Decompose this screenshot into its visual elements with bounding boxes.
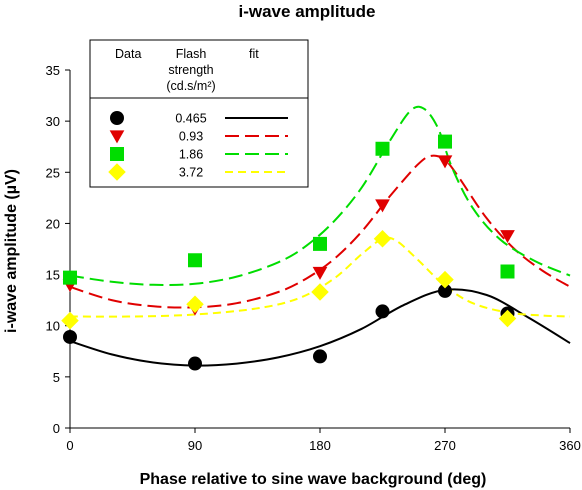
- legend-label-0.465: 0.465: [175, 112, 206, 126]
- data-point-1.86: [500, 264, 515, 279]
- data-point-0.465: [313, 349, 327, 364]
- data-point-1.86: [375, 141, 390, 156]
- legend-header-fit: fit: [249, 47, 259, 61]
- data-point-1.86: [313, 236, 327, 251]
- data-points: [61, 134, 517, 371]
- data-point-3.72: [311, 283, 329, 301]
- y-tick-label: 25: [46, 165, 60, 180]
- legend-header-flash-line3: (cd.s/m²): [166, 79, 215, 93]
- legend-marker-0.93: [109, 130, 125, 144]
- data-point-1.86: [188, 253, 202, 268]
- data-point-0.93: [312, 266, 328, 280]
- fit-curve-0.465: [69, 288, 571, 367]
- x-tick-label: 270: [434, 438, 456, 453]
- x-tick-label: 180: [309, 438, 331, 453]
- data-point-3.72: [373, 230, 392, 248]
- y-tick-label: 0: [53, 421, 60, 436]
- legend-header-flash-line1: Flash: [176, 47, 207, 61]
- fit-curve-1.86: [69, 105, 571, 286]
- legend-marker-0.465: [110, 111, 124, 125]
- data-point-0.93: [500, 230, 515, 244]
- plot-area: 0 90 180 270 360 0 5 10 15 20 25 30 35: [46, 63, 581, 453]
- x-tick-label: 360: [559, 438, 581, 453]
- data-point-3.72: [61, 311, 79, 330]
- data-point-0.465: [63, 329, 77, 344]
- data-point-0.465: [375, 304, 390, 319]
- data-point-1.86: [63, 270, 77, 285]
- x-axis-title: Phase relative to sine wave background (…: [140, 471, 487, 488]
- x-tick-label: 90: [188, 438, 202, 453]
- data-point-0.465: [188, 356, 202, 371]
- y-tick-label: 10: [46, 319, 60, 334]
- y-axis-title: i-wave amplitude (µV): [3, 169, 20, 333]
- legend-header-flash-line2: strength: [168, 63, 213, 77]
- legend-marker-3.72: [108, 163, 126, 181]
- legend-rows: 0.465 0.93 1.86 3.72: [108, 111, 288, 181]
- legend-box: [89, 39, 309, 188]
- x-tick-label: 0: [66, 438, 73, 453]
- y-tick-label: 15: [46, 268, 60, 283]
- data-point-1.86: [438, 134, 452, 149]
- y-tick-label: 35: [46, 63, 60, 78]
- legend-header-data: Data: [115, 47, 141, 61]
- data-point-0.93: [375, 199, 390, 213]
- data-point-0.465: [438, 283, 452, 298]
- data-point-0.93: [437, 155, 453, 169]
- y-tick-label: 5: [53, 370, 60, 385]
- data-point-3.72: [186, 295, 204, 313]
- legend: Data Flash strength (cd.s/m²) fit 0.4650…: [89, 39, 309, 188]
- fit-curve-3.72: [69, 236, 571, 318]
- y-tick-label: 20: [46, 216, 60, 231]
- legend-label-0.93: 0.93: [179, 130, 203, 144]
- y-axis-ticks: 0 5 10 15 20 25 30 35: [46, 63, 70, 436]
- data-point-3.72: [498, 309, 517, 328]
- y-tick-label: 30: [46, 114, 60, 129]
- x-axis-ticks: 0 90 180 270 360: [66, 428, 581, 453]
- legend-label-1.86: 1.86: [179, 148, 203, 162]
- chart-title: i-wave amplitude: [239, 2, 376, 21]
- legend-label-3.72: 3.72: [179, 166, 203, 180]
- legend-marker-1.86: [110, 147, 124, 161]
- data-point-3.72: [436, 270, 454, 289]
